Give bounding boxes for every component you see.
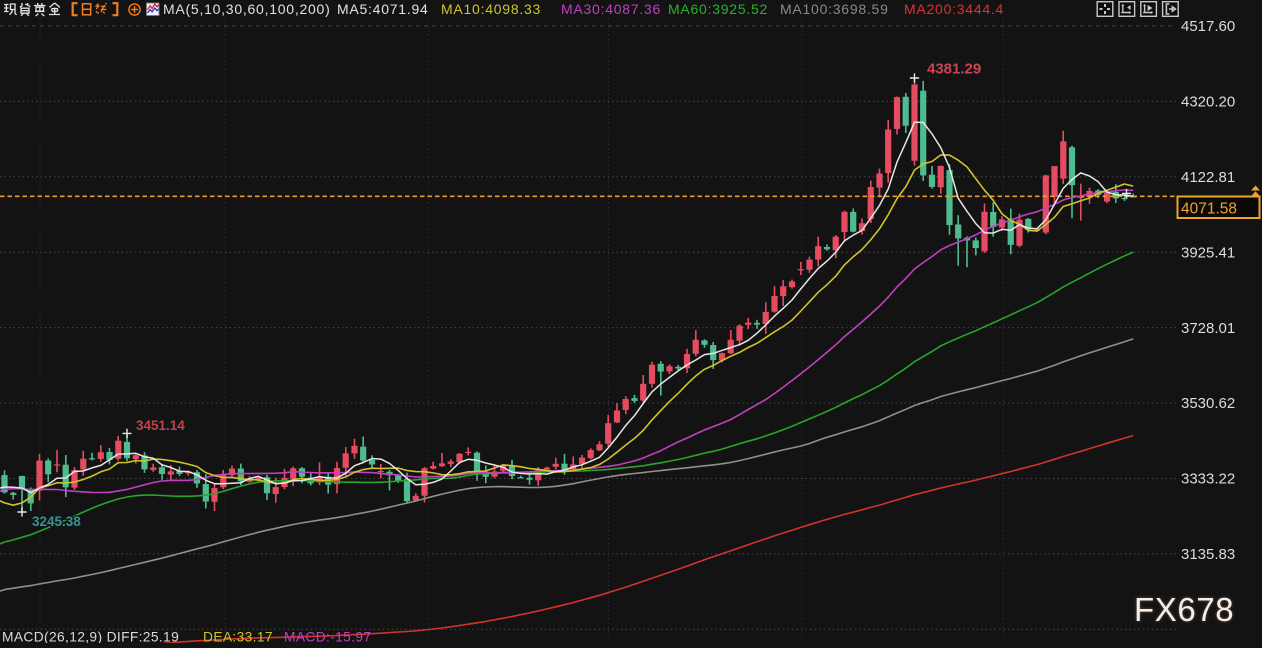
svg-text:MA(5,10,30,60,100,200): MA(5,10,30,60,100,200) [163,1,331,17]
svg-text:MA10:4098.33: MA10:4098.33 [441,1,541,17]
svg-text:MACD(26,12,9) DIFF:25.19: MACD(26,12,9) DIFF:25.19 [2,630,179,644]
svg-text:4122.81: 4122.81 [1181,169,1235,186]
svg-text:MACD:-15.97: MACD:-15.97 [284,630,371,644]
svg-text:MA200:3444.4: MA200:3444.4 [904,1,1004,17]
svg-text:3135.83: 3135.83 [1181,546,1235,563]
svg-text:FX678: FX678 [1134,591,1234,628]
svg-text:3925.41: 3925.41 [1181,244,1235,261]
svg-text:4071.58: 4071.58 [1181,201,1237,218]
svg-text:3451.14: 3451.14 [136,418,185,433]
svg-text:3333.22: 3333.22 [1181,471,1235,488]
svg-text:MA5:4071.94: MA5:4071.94 [337,1,429,17]
svg-text:4517.60: 4517.60 [1181,18,1235,35]
svg-text:MA100:3698.59: MA100:3698.59 [780,1,889,17]
svg-text:3245.38: 3245.38 [32,514,81,529]
svg-text:4381.29: 4381.29 [927,61,981,78]
svg-text:MA30:4087.36: MA30:4087.36 [561,1,661,17]
svg-text:DEA:33.17: DEA:33.17 [203,630,273,644]
svg-text:3530.62: 3530.62 [1181,395,1235,412]
svg-text:4320.20: 4320.20 [1181,94,1235,111]
svg-text:MA60:3925.52: MA60:3925.52 [668,1,768,17]
svg-text:3728.01: 3728.01 [1181,320,1235,337]
